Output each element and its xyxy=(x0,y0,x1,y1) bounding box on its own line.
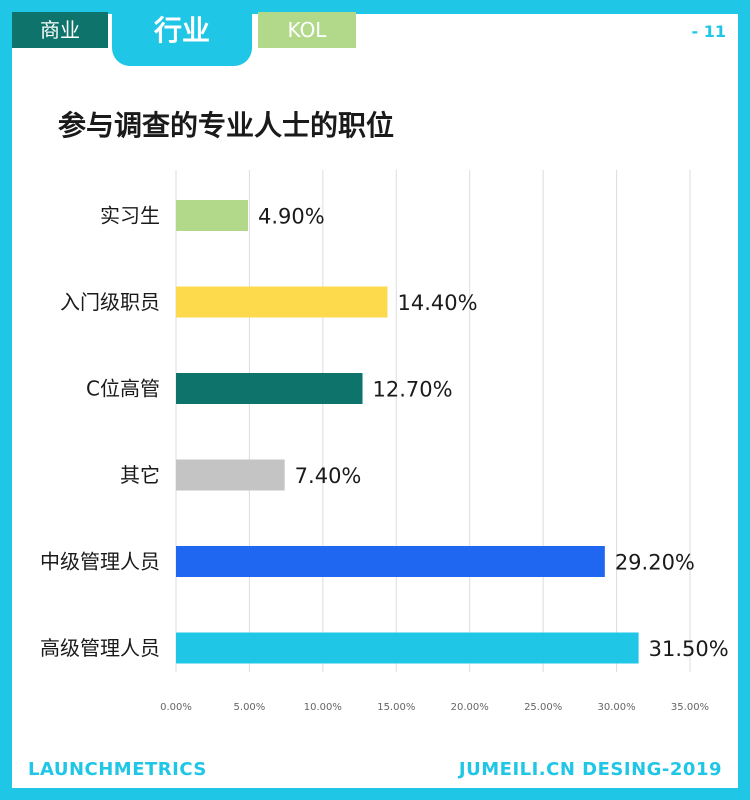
x-tick-label: 35.00% xyxy=(671,702,709,713)
value-label: 29.20% xyxy=(615,551,695,575)
footer-left-brand: LAUNCHMETRICS xyxy=(28,759,207,780)
bar xyxy=(176,632,639,664)
x-tick-label: 10.00% xyxy=(304,702,342,713)
bar xyxy=(176,459,285,491)
x-tick-label: 30.00% xyxy=(598,702,636,713)
tab-business[interactable]: 商业 xyxy=(12,12,108,48)
bar xyxy=(176,286,388,318)
value-label: 31.50% xyxy=(649,637,729,661)
tab-industry[interactable]: 行业 xyxy=(112,0,252,66)
value-label: 7.40% xyxy=(295,464,362,488)
x-tick-label: 0.00% xyxy=(160,702,192,713)
page-number: - 11 xyxy=(691,22,726,41)
x-tick-label: 20.00% xyxy=(451,702,489,713)
bar xyxy=(176,200,248,231)
value-label: 4.90% xyxy=(258,205,325,229)
category-label: 入门级职员 xyxy=(60,290,160,314)
chart-title: 参与调查的专业人士的职位 xyxy=(58,109,395,142)
bar xyxy=(176,373,363,404)
value-label: 12.70% xyxy=(373,378,453,402)
x-tick-label: 5.00% xyxy=(234,702,266,713)
category-label: C位高管 xyxy=(86,377,160,401)
category-label: 中级管理人员 xyxy=(40,550,160,574)
value-label: 14.40% xyxy=(397,291,477,315)
tab-kol[interactable]: KOL xyxy=(258,12,356,48)
x-tick-label: 25.00% xyxy=(524,702,562,713)
category-label: 实习生 xyxy=(100,204,160,228)
category-label: 其它 xyxy=(120,463,160,487)
x-tick-label: 15.00% xyxy=(377,702,415,713)
category-label: 高级管理人员 xyxy=(40,636,160,660)
bar xyxy=(176,546,605,577)
footer-right-brand: JUMEILI.CN DESING-2019 xyxy=(458,759,722,780)
